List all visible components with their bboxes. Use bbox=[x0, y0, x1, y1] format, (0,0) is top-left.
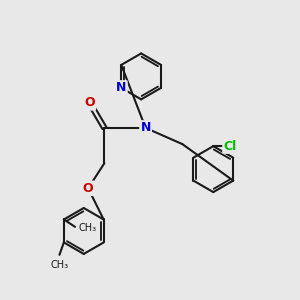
Text: CH₃: CH₃ bbox=[50, 260, 68, 270]
Text: O: O bbox=[83, 182, 94, 195]
Text: CH₃: CH₃ bbox=[79, 223, 97, 233]
Text: N: N bbox=[140, 122, 151, 134]
Text: O: O bbox=[84, 96, 95, 110]
Text: N: N bbox=[116, 81, 127, 94]
Text: Cl: Cl bbox=[224, 140, 237, 153]
